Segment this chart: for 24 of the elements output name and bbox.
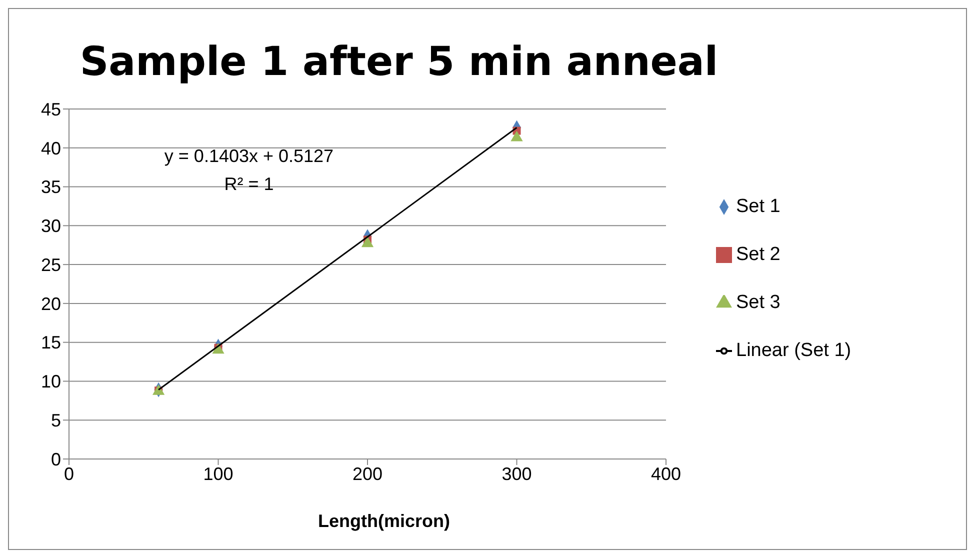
point: [361, 236, 374, 248]
y-tick-label: 45: [40, 99, 61, 120]
x-axis-title: Length(micron): [317, 511, 451, 532]
x-tick-label: 100: [203, 464, 234, 484]
y-tick-label: 25: [40, 254, 61, 275]
annotation: y = 0.1403x + 0.5127: [163, 146, 335, 167]
y-tick-label: 10: [40, 372, 61, 392]
x-tick-label: 300: [502, 464, 532, 484]
x-tick-label: 200: [352, 464, 383, 484]
y-tick-label: 40: [40, 138, 61, 158]
x-tick-label: 400: [650, 464, 682, 484]
legend-label: Set 3: [736, 292, 780, 313]
y-tick-label: 20: [40, 294, 61, 314]
annotation: R² = 1: [223, 174, 275, 195]
y-tick-label: 0: [50, 449, 61, 470]
legend-label: Linear (Set 1): [736, 340, 852, 361]
legend-label: Set 2: [736, 244, 780, 265]
y-tick-label: 5: [50, 410, 61, 430]
x-tick-label: 0: [64, 464, 74, 484]
chart-title: Sample 1 after 5 min anneal: [78, 39, 720, 85]
y-tick-label: 35: [40, 177, 61, 198]
legend-label: Set 1: [736, 196, 780, 217]
y-tick-label: 15: [40, 332, 61, 353]
y-tick-label: 30: [40, 216, 61, 236]
